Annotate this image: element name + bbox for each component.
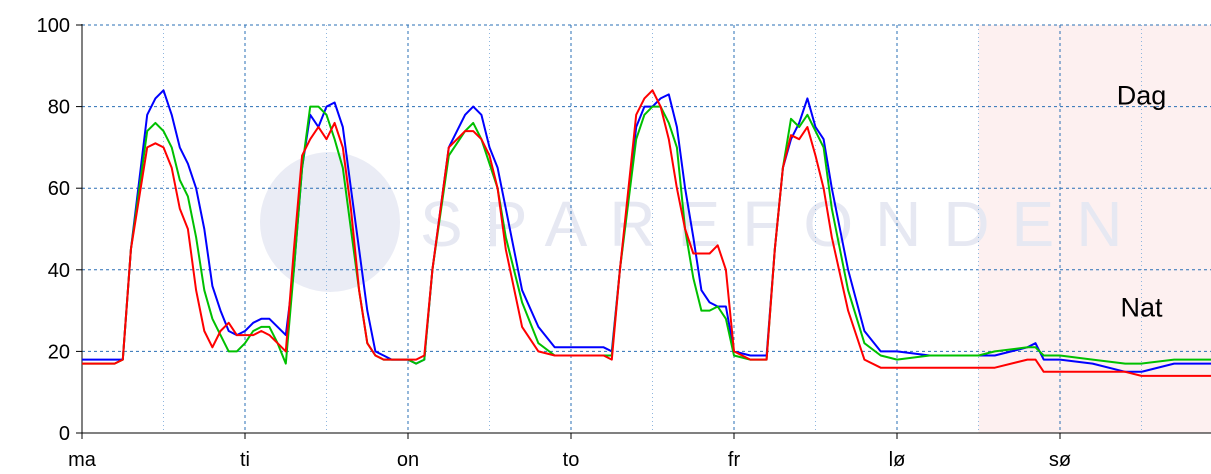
series-layer: [82, 89, 1211, 377]
x-tick-label: to: [563, 449, 580, 471]
y-tick-label: 0: [59, 423, 70, 445]
x-tick-label: on: [397, 449, 419, 471]
x-tick-label: ma: [68, 449, 97, 471]
gridlines: [82, 24, 1211, 434]
x-tick-label: ti: [240, 449, 250, 471]
y-tick-label: 20: [48, 341, 70, 363]
y-tick-label: 60: [48, 178, 70, 200]
y-tick-label: 80: [48, 97, 70, 119]
annotations: Dag Nat: [1117, 80, 1167, 322]
y-tick-label: 100: [37, 15, 70, 37]
x-tick-label: fr: [728, 449, 741, 471]
x-tick-label: lø: [889, 449, 906, 471]
axes: [76, 24, 1211, 439]
annotation-label: Dag: [1117, 80, 1167, 110]
series-line-1: [82, 89, 1211, 373]
annotation-label: Nat: [1120, 293, 1163, 323]
y-tick-labels: 0 20 40 60 80 100: [37, 15, 70, 445]
series-line-3: [82, 89, 1211, 377]
x-tick-label: sø: [1049, 449, 1071, 471]
y-tick-label: 40: [48, 260, 70, 282]
watermark-text: SPAREFONDEN: [420, 188, 1144, 260]
x-tick-labels: ma ti on to fr lø sø: [68, 449, 1071, 471]
